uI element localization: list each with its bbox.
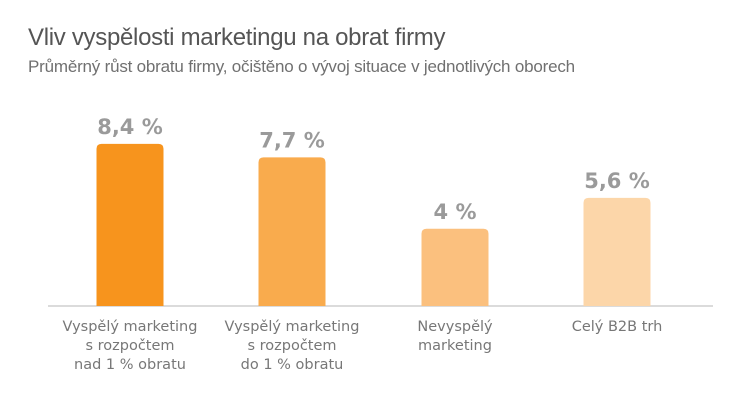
value-label-1: 8,4 % <box>97 115 163 139</box>
category-label-1-line-3: nad 1 % obratu <box>74 357 186 373</box>
value-label-3: 4 % <box>434 200 477 224</box>
bar-2 <box>258 157 326 306</box>
bar-4 <box>583 197 651 306</box>
chart-subtitle: Průměrný růst obratu firmy, očištěno o v… <box>28 57 575 76</box>
category-label-2-line-3: do 1 % obratu <box>241 357 344 373</box>
value-label-2: 7,7 % <box>259 128 325 152</box>
category-label-4-line-1: Celý B2B trh <box>572 319 663 335</box>
category-label-3-line-1: Nevyspělý <box>417 319 493 335</box>
category-label-2-line-2: s rozpočtem <box>247 338 336 354</box>
chart-title: Vliv vyspělosti marketingu na obrat firm… <box>28 24 446 51</box>
category-label-1-line-2: s rozpočtem <box>85 338 174 354</box>
value-label-4: 5,6 % <box>584 169 650 193</box>
category-label-3-line-2: marketing <box>418 338 492 354</box>
bar-3 <box>421 228 489 306</box>
bar-1 <box>96 143 164 306</box>
category-label-1-line-1: Vyspělý marketing <box>63 319 198 335</box>
category-label-2-line-1: Vyspělý marketing <box>225 319 360 335</box>
